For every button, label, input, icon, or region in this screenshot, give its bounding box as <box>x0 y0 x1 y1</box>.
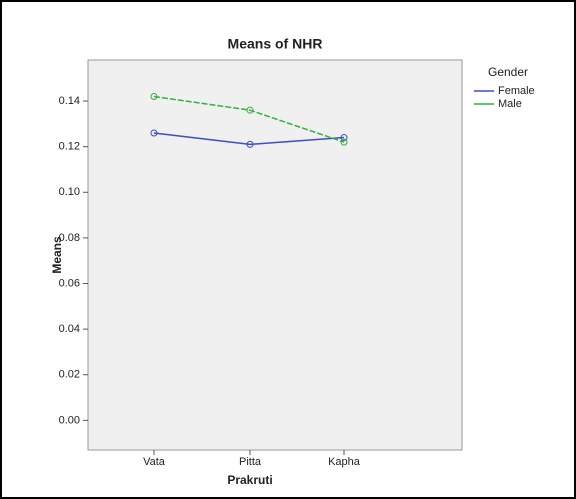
x-axis-title: Prakruti <box>227 473 272 487</box>
point-marker <box>246 106 254 114</box>
y-axis-title: Means <box>50 236 64 274</box>
y-tick-label: 0.08 <box>59 232 80 244</box>
y-tick-label: 0.02 <box>59 369 80 381</box>
y-tick-label: 0.12 <box>59 141 80 153</box>
y-tick-label: 0.06 <box>59 277 80 289</box>
y-tick-label: 0.04 <box>59 323 80 335</box>
legend-title: Gender <box>488 65 528 79</box>
legend-label: Female <box>498 85 535 97</box>
point-marker <box>340 138 348 146</box>
y-tick-label: 0.10 <box>59 186 80 198</box>
chart-title: Means of NHR <box>228 36 323 52</box>
series-line <box>153 132 345 146</box>
y-tick-label: 0.14 <box>59 95 80 107</box>
legend-label: Male <box>498 98 522 110</box>
x-tick-label: Vata <box>143 456 166 468</box>
x-tick-label: Pitta <box>239 456 262 468</box>
y-tick-label: 0.00 <box>59 414 80 426</box>
point-marker <box>340 134 348 142</box>
series-line <box>153 95 345 143</box>
point-marker <box>150 92 158 100</box>
point-marker <box>246 140 254 148</box>
point-marker <box>150 129 158 137</box>
x-tick-label: Kapha <box>328 456 361 468</box>
plot-area <box>87 59 463 451</box>
